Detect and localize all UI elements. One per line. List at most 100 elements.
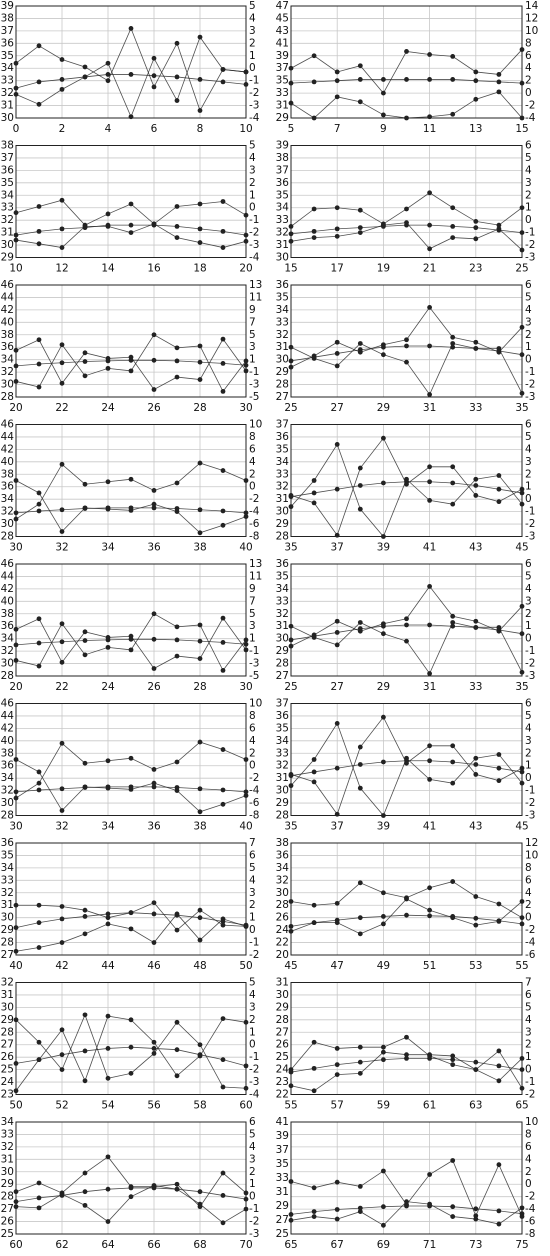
- data-point: [243, 757, 249, 762]
- x-tick-label: 45: [515, 821, 528, 833]
- data-point: [427, 584, 432, 589]
- data-point: [381, 759, 386, 765]
- y-tick-label: 31: [276, 341, 289, 353]
- data-point: [311, 478, 317, 483]
- data-point: [450, 501, 456, 507]
- y-tick-label: 28: [1, 937, 14, 949]
- y-tick-label: 25: [1, 1228, 14, 1240]
- data-point: [243, 368, 249, 374]
- y2-tick-label: 6: [525, 558, 532, 570]
- y-tick-label: 40: [1, 595, 14, 607]
- y2-tick-label: 4: [525, 62, 532, 74]
- x-tick-label: 27: [331, 681, 344, 693]
- x-tick-label: 30: [239, 402, 252, 414]
- data-point: [82, 914, 88, 919]
- data-point: [427, 190, 432, 196]
- x-tick-label: 22: [55, 681, 68, 693]
- y2-tick-label: 4: [525, 1014, 532, 1026]
- y2-tick-label: 0: [249, 481, 256, 493]
- data-point: [288, 238, 294, 244]
- data-point: [13, 1060, 19, 1066]
- data-point: [381, 890, 386, 896]
- y2-tick-label: 6: [525, 698, 532, 710]
- data-point: [243, 923, 249, 929]
- data-point: [496, 628, 502, 634]
- data-point: [82, 1048, 88, 1054]
- data-point: [427, 222, 432, 228]
- y-tick-label: 23: [276, 1076, 289, 1088]
- data-point: [519, 631, 525, 637]
- y-tick-label: 28: [276, 810, 289, 822]
- y2-tick-label: 4: [249, 152, 256, 164]
- data-point: [128, 368, 134, 374]
- data-point: [36, 780, 42, 786]
- data-point: [151, 505, 157, 511]
- y2-tick-label: 13: [249, 279, 262, 291]
- data-point: [496, 486, 502, 492]
- data-point: [13, 1204, 19, 1210]
- data-point: [450, 1057, 456, 1063]
- data-point: [105, 1154, 111, 1160]
- x-tick-label: 42: [55, 960, 68, 972]
- data-point: [13, 516, 19, 522]
- data-point: [334, 811, 340, 817]
- data-point: [357, 762, 363, 767]
- data-point: [334, 226, 340, 232]
- data-point: [59, 786, 65, 792]
- y-tick-label: 35: [276, 443, 289, 455]
- data-point: [36, 228, 42, 234]
- y2-tick-label: 5: [249, 608, 256, 620]
- y2-tick-label: 4: [525, 1153, 532, 1165]
- data-point: [36, 787, 42, 793]
- data-point: [36, 1205, 42, 1211]
- data-point: [334, 1062, 340, 1068]
- y-tick-label: 36: [276, 431, 290, 443]
- y-tick-label: 36: [1, 620, 15, 632]
- data-point: [151, 911, 157, 917]
- y-tick-label: 32: [1, 785, 14, 797]
- y2-tick-label: 3: [249, 341, 256, 353]
- y-tick-label: 30: [1, 912, 14, 924]
- data-point: [36, 490, 42, 496]
- data-point: [174, 98, 180, 103]
- y2-tick-label: 6: [249, 443, 256, 455]
- data-point: [404, 1203, 409, 1209]
- y-tick-label: 28: [276, 658, 289, 670]
- data-point: [36, 640, 42, 646]
- data-point: [450, 620, 456, 625]
- y-tick-label: 31: [1, 100, 14, 112]
- y2-tick-label: 3: [525, 735, 532, 747]
- data-point: [13, 1199, 19, 1205]
- data-point: [473, 346, 479, 351]
- data-point: [13, 347, 19, 353]
- y2-tick-label: 6: [525, 140, 532, 152]
- data-point: [450, 341, 456, 346]
- data-point: [427, 1056, 432, 1061]
- data-point: [13, 478, 19, 483]
- x-tick-label: 15: [515, 123, 528, 135]
- data-point: [174, 637, 180, 643]
- data-point: [288, 223, 294, 229]
- data-point: [288, 364, 294, 370]
- y2-tick-label: 2: [525, 189, 532, 201]
- y2-tick-label: -5: [249, 391, 259, 403]
- data-point: [381, 77, 386, 82]
- data-point: [220, 1057, 226, 1063]
- data-point: [197, 1201, 203, 1207]
- y-tick-label: 46: [1, 698, 15, 710]
- data-point: [36, 769, 42, 775]
- data-point: [151, 488, 157, 493]
- y-tick-label: 28: [276, 531, 289, 543]
- data-point: [174, 785, 180, 790]
- x-tick-label: 32: [55, 542, 68, 554]
- y-tick-label: 27: [1, 949, 14, 961]
- y2-tick-label: 1: [249, 912, 256, 924]
- data-point: [311, 902, 317, 908]
- data-point: [243, 362, 249, 368]
- data-point: [13, 925, 19, 931]
- y-tick-label: 25: [1, 1064, 14, 1076]
- data-point: [334, 486, 340, 492]
- data-point: [13, 1189, 19, 1195]
- data-point: [151, 784, 157, 790]
